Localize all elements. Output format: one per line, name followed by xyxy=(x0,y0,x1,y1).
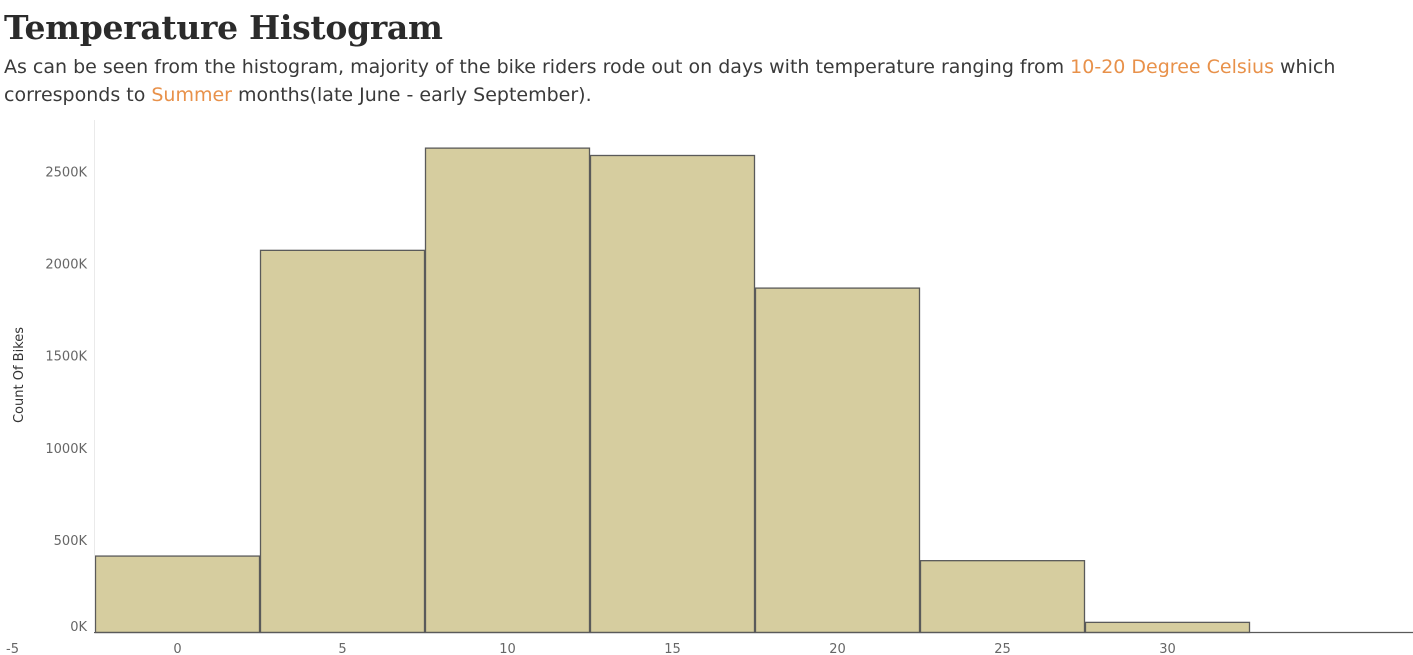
y-tick-label: 2500K xyxy=(45,166,87,181)
bar-10[interactable] xyxy=(424,147,591,634)
y-tick-label: 500K xyxy=(54,534,88,549)
x-tick-label: 20 xyxy=(829,642,846,655)
bars xyxy=(94,147,1413,634)
bar-0[interactable] xyxy=(94,555,261,634)
x-tick-label: -5 xyxy=(6,642,19,655)
y-tick-label: 0K xyxy=(70,620,87,635)
subtitle-text-1: As can be seen from the histogram, major… xyxy=(4,56,1071,78)
subtitle-highlight-summer: Summer xyxy=(151,84,232,106)
bar-20[interactable] xyxy=(754,287,921,634)
x-axis-ticks: -5 0 5 10 15 20 25 30 xyxy=(6,642,1176,655)
bar-30[interactable] xyxy=(1084,621,1251,634)
subtitle-highlight-temperature: 10-20 Degree Celsius xyxy=(1070,56,1274,78)
x-tick-label: 25 xyxy=(994,642,1011,655)
x-tick-label: 0 xyxy=(173,642,181,655)
x-tick-label: 15 xyxy=(664,642,681,655)
histogram-chart: Count Of Bikes 0K500K1000K1500K2000K2500… xyxy=(6,120,1413,655)
subtitle-text-2: which corresponds to xyxy=(4,56,1336,106)
bar-25[interactable] xyxy=(919,560,1086,634)
bar-15[interactable] xyxy=(589,154,756,634)
y-axis-label: Count Of Bikes xyxy=(12,327,27,423)
page-title: Temperature Histogram xyxy=(4,8,443,47)
page-subtitle: As can be seen from the histogram, major… xyxy=(4,53,1404,109)
y-axis-ticks: 0K 500K 1000K 1500K 2000K 2500K xyxy=(45,166,87,635)
x-tick-label: 30 xyxy=(1159,642,1176,655)
y-tick-label: 1500K xyxy=(45,350,87,365)
x-tick-label: 5 xyxy=(338,642,346,655)
subtitle-text-3: months(late June - early September). xyxy=(232,84,592,106)
y-tick-label: 2000K xyxy=(45,258,87,273)
x-tick-label: 10 xyxy=(499,642,516,655)
y-tick-label: 1000K xyxy=(45,442,87,457)
bar-5[interactable] xyxy=(259,249,426,634)
